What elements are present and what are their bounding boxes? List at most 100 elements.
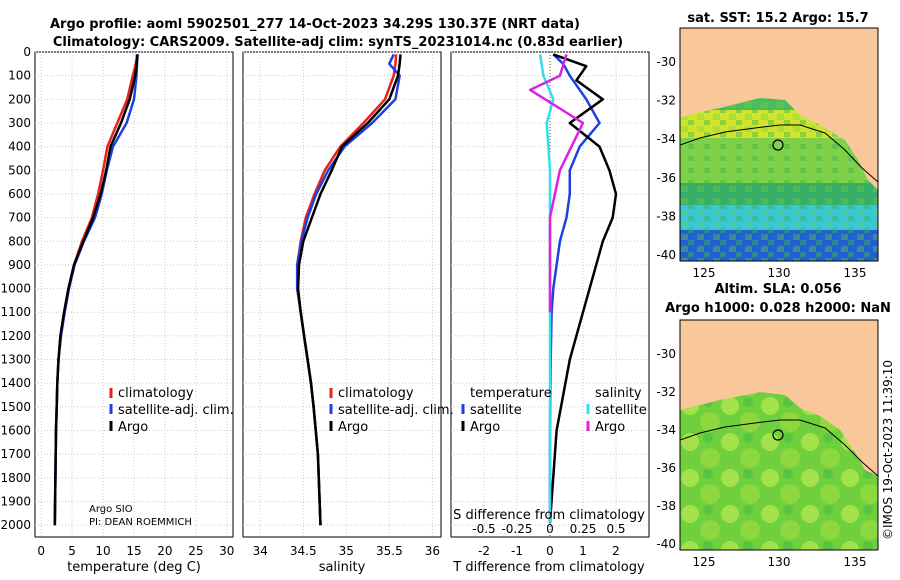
credit-stamp: ©IMOS 19-Oct-2023 11:39:10 [881,360,895,540]
t-difference-xlabel: T difference from climatology [452,560,645,575]
x2-tick-label: -0.25 [501,522,532,536]
lon-tick-label: 125 [693,555,716,569]
lat-tick-label: -36 [656,461,676,475]
temperature-xlabel: temperature (deg C) [67,560,201,575]
sla-depth-contour [680,419,878,477]
depth-tick-label: 400 [8,140,31,154]
legend-label-climatology: climatology [338,386,414,401]
depth-tick-label: 1700 [0,447,31,461]
x-tick-label: -1 [511,544,523,558]
sla-argo-position [772,429,784,441]
sla-map-ticks: 125 130 135 -30 -32 -34 -36 -38 -40 [656,347,866,569]
title-line-2: Climatology: CARS2009. Satellite-adj cli… [53,35,623,50]
salinity-panel [242,51,442,538]
lat-tick-label: -30 [656,347,676,361]
sst-map: 125 130 135 -30 -32 -34 -36 -38 -40 [656,27,879,280]
salinity-xlabel: salinity [319,560,366,575]
land [680,320,878,476]
depth-tick-label: 1200 [0,329,31,343]
legend-label-temp-argo: Argo [470,420,500,435]
legend-header-salinity: salinity [595,386,642,401]
series-line-satellite_salinity [538,54,555,523]
x-tick-label: 34.5 [290,544,317,558]
legend-label-argo: Argo [338,420,368,435]
salinity-plot: 34 34.5 35 35.5 36 [243,51,441,558]
x-tick-label: 1 [579,544,587,558]
lon-tick-label: 135 [844,266,867,280]
sst-map-title: sat. SST: 15.2 Argo: 15.7 [687,11,868,26]
series-line-argo [548,53,618,523]
depth-tick-label: 500 [8,163,31,177]
title-line-1: Argo profile: aoml 5902501_277 14-Oct-20… [50,17,580,32]
sla-map-title-1: Altim. SLA: 0.056 [715,282,842,297]
s-difference-xlabel: S difference from climatology [453,508,645,523]
lat-tick-label: -34 [656,423,676,437]
argo-institution: Argo SIO [89,504,133,515]
depth-tick-label: 1100 [0,305,31,319]
depth-axis-labels: 0 100 200 300 400 500 600 700 800 900 1000 1100 1200… [0,45,31,532]
x-tick-label: 2 [612,544,620,558]
x-tick-label: 36 [425,544,440,558]
x-tick-label: 30 [219,544,234,558]
x-tick-label: 0 [546,544,554,558]
depth-tick-label: 1900 [0,495,31,509]
x-tick-label: 15 [126,544,141,558]
x-tick-label: 35.5 [376,544,403,558]
lon-tick-label: 135 [844,555,867,569]
lon-tick-label: 130 [768,266,791,280]
x-tick-label: 0 [37,544,45,558]
depth-tick-label: 100 [8,69,31,83]
temperature-plot: 0 5 10 15 20 25 30 [35,51,234,558]
depth-tick-label: 200 [8,92,31,106]
x-tick-label: 20 [157,544,172,558]
lat-tick-label: -32 [656,94,676,108]
depth-tick-label: 2000 [0,518,31,532]
depth-tick-label: 300 [8,116,31,130]
x2-tick-label: -0.5 [472,522,495,536]
sla-map-frame [679,319,879,551]
x-tick-label: 10 [95,544,110,558]
depth-tick-label: 1300 [0,353,31,367]
difference-legend: temperature salinity satellite Argo sate… [461,386,647,435]
sst-argo-position [772,139,784,151]
argo-pi: PI: DEAN ROEMMICH [89,517,192,528]
sla-map: 125 130 135 -30 -32 -34 -36 -38 -40 [656,319,879,569]
lat-tick-label: -34 [656,132,676,146]
lat-tick-label: -36 [656,171,676,185]
series-line-argo_salinity [528,54,585,313]
depth-tick-label: 1000 [0,282,31,296]
lat-tick-label: -30 [656,55,676,69]
lon-tick-label: 125 [693,266,716,280]
legend-label-satellite: satellite-adj. clim. [118,403,234,418]
temperature-legend: climatology satellite-adj. clim. Argo [109,386,234,435]
legend-label-sal-satellite: satellite [595,403,647,418]
legend-label-climatology: climatology [118,386,194,401]
lat-tick-label: -32 [656,385,676,399]
series-line-argo [53,54,139,526]
sst-map-frame [679,27,879,262]
x-tick-label: 35 [339,544,354,558]
legend-label-argo: Argo [118,420,148,435]
lat-tick-label: -38 [656,209,676,223]
x-tick-label: 5 [68,544,76,558]
x-tick-label: 34 [253,544,268,558]
depth-tick-label: 900 [8,258,31,272]
land [680,28,878,190]
sla-map-title-2: Argo h1000: 0.028 h2000: NaN [665,301,891,316]
sst-depth-contour [680,124,878,183]
depth-tick-label: 800 [8,234,31,248]
depth-tick-label: 1400 [0,376,31,390]
x2-tick-label: 0.5 [606,522,625,536]
x-tick-label: 25 [188,544,203,558]
lat-tick-label: -40 [656,248,676,262]
legend-header-temperature: temperature [470,386,552,401]
x2-tick-label: 0.25 [570,522,597,536]
legend-label-temp-satellite: satellite [470,403,522,418]
depth-tick-label: 1500 [0,400,31,414]
depth-tick-label: 1800 [0,471,31,485]
legend-label-sal-argo: Argo [595,420,625,435]
depth-tick-label: 700 [8,211,31,225]
lon-tick-label: 130 [768,555,791,569]
